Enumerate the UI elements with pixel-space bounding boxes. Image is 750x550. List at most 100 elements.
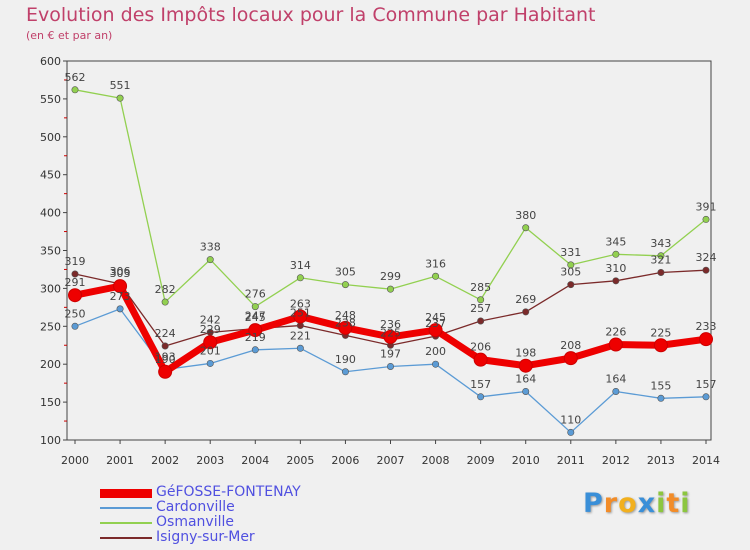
data-point — [567, 428, 575, 436]
x-tick-label: 2003 — [196, 454, 224, 467]
data-point — [473, 352, 488, 367]
data-point — [653, 338, 668, 353]
chart-subtitle: (en € et par an) — [26, 29, 113, 42]
data-label: 237 — [425, 317, 446, 330]
data-point — [477, 393, 485, 401]
y-tick-label: 100 — [40, 434, 61, 447]
data-label: 562 — [65, 71, 86, 84]
data-label: 343 — [650, 237, 671, 250]
data-point — [702, 215, 710, 223]
data-label: 247 — [245, 310, 266, 323]
data-point — [206, 256, 214, 264]
x-tick-label: 2006 — [331, 454, 359, 467]
data-point — [702, 393, 710, 401]
data-label: 190 — [155, 353, 176, 366]
y-tick-label: 600 — [40, 55, 61, 68]
data-point — [612, 250, 620, 258]
data-label: 219 — [245, 331, 266, 344]
data-label: 198 — [515, 347, 536, 360]
data-point — [296, 274, 304, 282]
data-label: 248 — [335, 309, 356, 322]
data-label: 310 — [605, 262, 626, 275]
data-point — [567, 281, 575, 289]
data-label: 291 — [65, 276, 86, 289]
data-label: 245 — [425, 311, 446, 324]
data-label: 221 — [290, 329, 311, 342]
data-label: 285 — [470, 281, 491, 294]
data-label: 319 — [65, 255, 86, 268]
data-label: 233 — [696, 320, 717, 333]
data-label: 306 — [110, 265, 131, 278]
x-tick-label: 2012 — [602, 454, 630, 467]
data-label: 193 — [155, 351, 176, 364]
data-point — [71, 86, 79, 94]
data-label: 208 — [560, 339, 581, 352]
data-point — [293, 309, 308, 324]
data-point — [251, 346, 259, 354]
data-point — [699, 332, 713, 347]
data-point — [432, 272, 440, 280]
proxiti-logo: Proxiti — [583, 488, 691, 519]
legend-swatch — [100, 537, 152, 539]
data-point — [702, 266, 710, 274]
data-label: 345 — [605, 235, 626, 248]
data-label: 245 — [245, 311, 266, 324]
data-point — [657, 394, 665, 402]
data-label: 157 — [696, 378, 717, 391]
data-point — [522, 387, 530, 395]
data-label: 263 — [290, 297, 311, 310]
data-label: 276 — [245, 288, 266, 301]
data-point — [248, 323, 263, 338]
data-point — [522, 224, 530, 232]
data-label: 251 — [290, 307, 311, 320]
x-tick-label: 2005 — [286, 454, 314, 467]
data-label: 225 — [650, 326, 671, 339]
data-label: 155 — [650, 379, 671, 392]
data-label: 303 — [110, 267, 131, 280]
data-point — [341, 368, 349, 376]
data-label: 257 — [470, 302, 491, 315]
data-point — [522, 308, 530, 316]
data-point — [116, 305, 124, 313]
data-point — [657, 268, 665, 276]
data-point — [657, 252, 665, 260]
data-label: 305 — [335, 266, 356, 279]
x-tick-label: 2004 — [241, 454, 269, 467]
data-point — [161, 342, 169, 350]
x-tick-label: 2009 — [467, 454, 495, 467]
legend-label: Osmanville — [156, 514, 234, 530]
x-tick-label: 2014 — [692, 454, 720, 467]
data-label: 226 — [605, 325, 626, 338]
x-tick-label: 2000 — [61, 454, 89, 467]
data-point — [251, 303, 259, 311]
data-point — [386, 285, 394, 293]
data-label: 200 — [425, 345, 446, 358]
data-label: 380 — [515, 209, 536, 222]
data-point — [386, 362, 394, 370]
data-point — [428, 323, 443, 338]
data-point — [71, 270, 79, 278]
data-label: 190 — [335, 353, 356, 366]
data-label: 299 — [380, 270, 401, 283]
data-label: 391 — [696, 200, 717, 213]
y-tick-label: 250 — [40, 320, 61, 333]
x-tick-label: 2002 — [151, 454, 179, 467]
data-label: 273 — [110, 290, 131, 303]
legend-label: Cardonville — [156, 499, 235, 515]
data-label: 164 — [605, 372, 626, 385]
data-label: 224 — [155, 327, 176, 340]
y-tick-label: 350 — [40, 245, 61, 258]
y-tick-label: 300 — [40, 282, 61, 295]
x-tick-label: 2013 — [647, 454, 675, 467]
y-tick-label: 550 — [40, 93, 61, 106]
data-label: 236 — [380, 318, 401, 331]
data-label: 324 — [696, 251, 717, 264]
data-point — [338, 320, 353, 335]
data-label: 157 — [470, 378, 491, 391]
legend-swatch — [100, 522, 152, 524]
x-tick-label: 2001 — [106, 454, 134, 467]
data-label: 229 — [200, 323, 221, 336]
data-label: 164 — [515, 372, 536, 385]
y-tick-label: 150 — [40, 396, 61, 409]
data-point — [158, 364, 173, 379]
